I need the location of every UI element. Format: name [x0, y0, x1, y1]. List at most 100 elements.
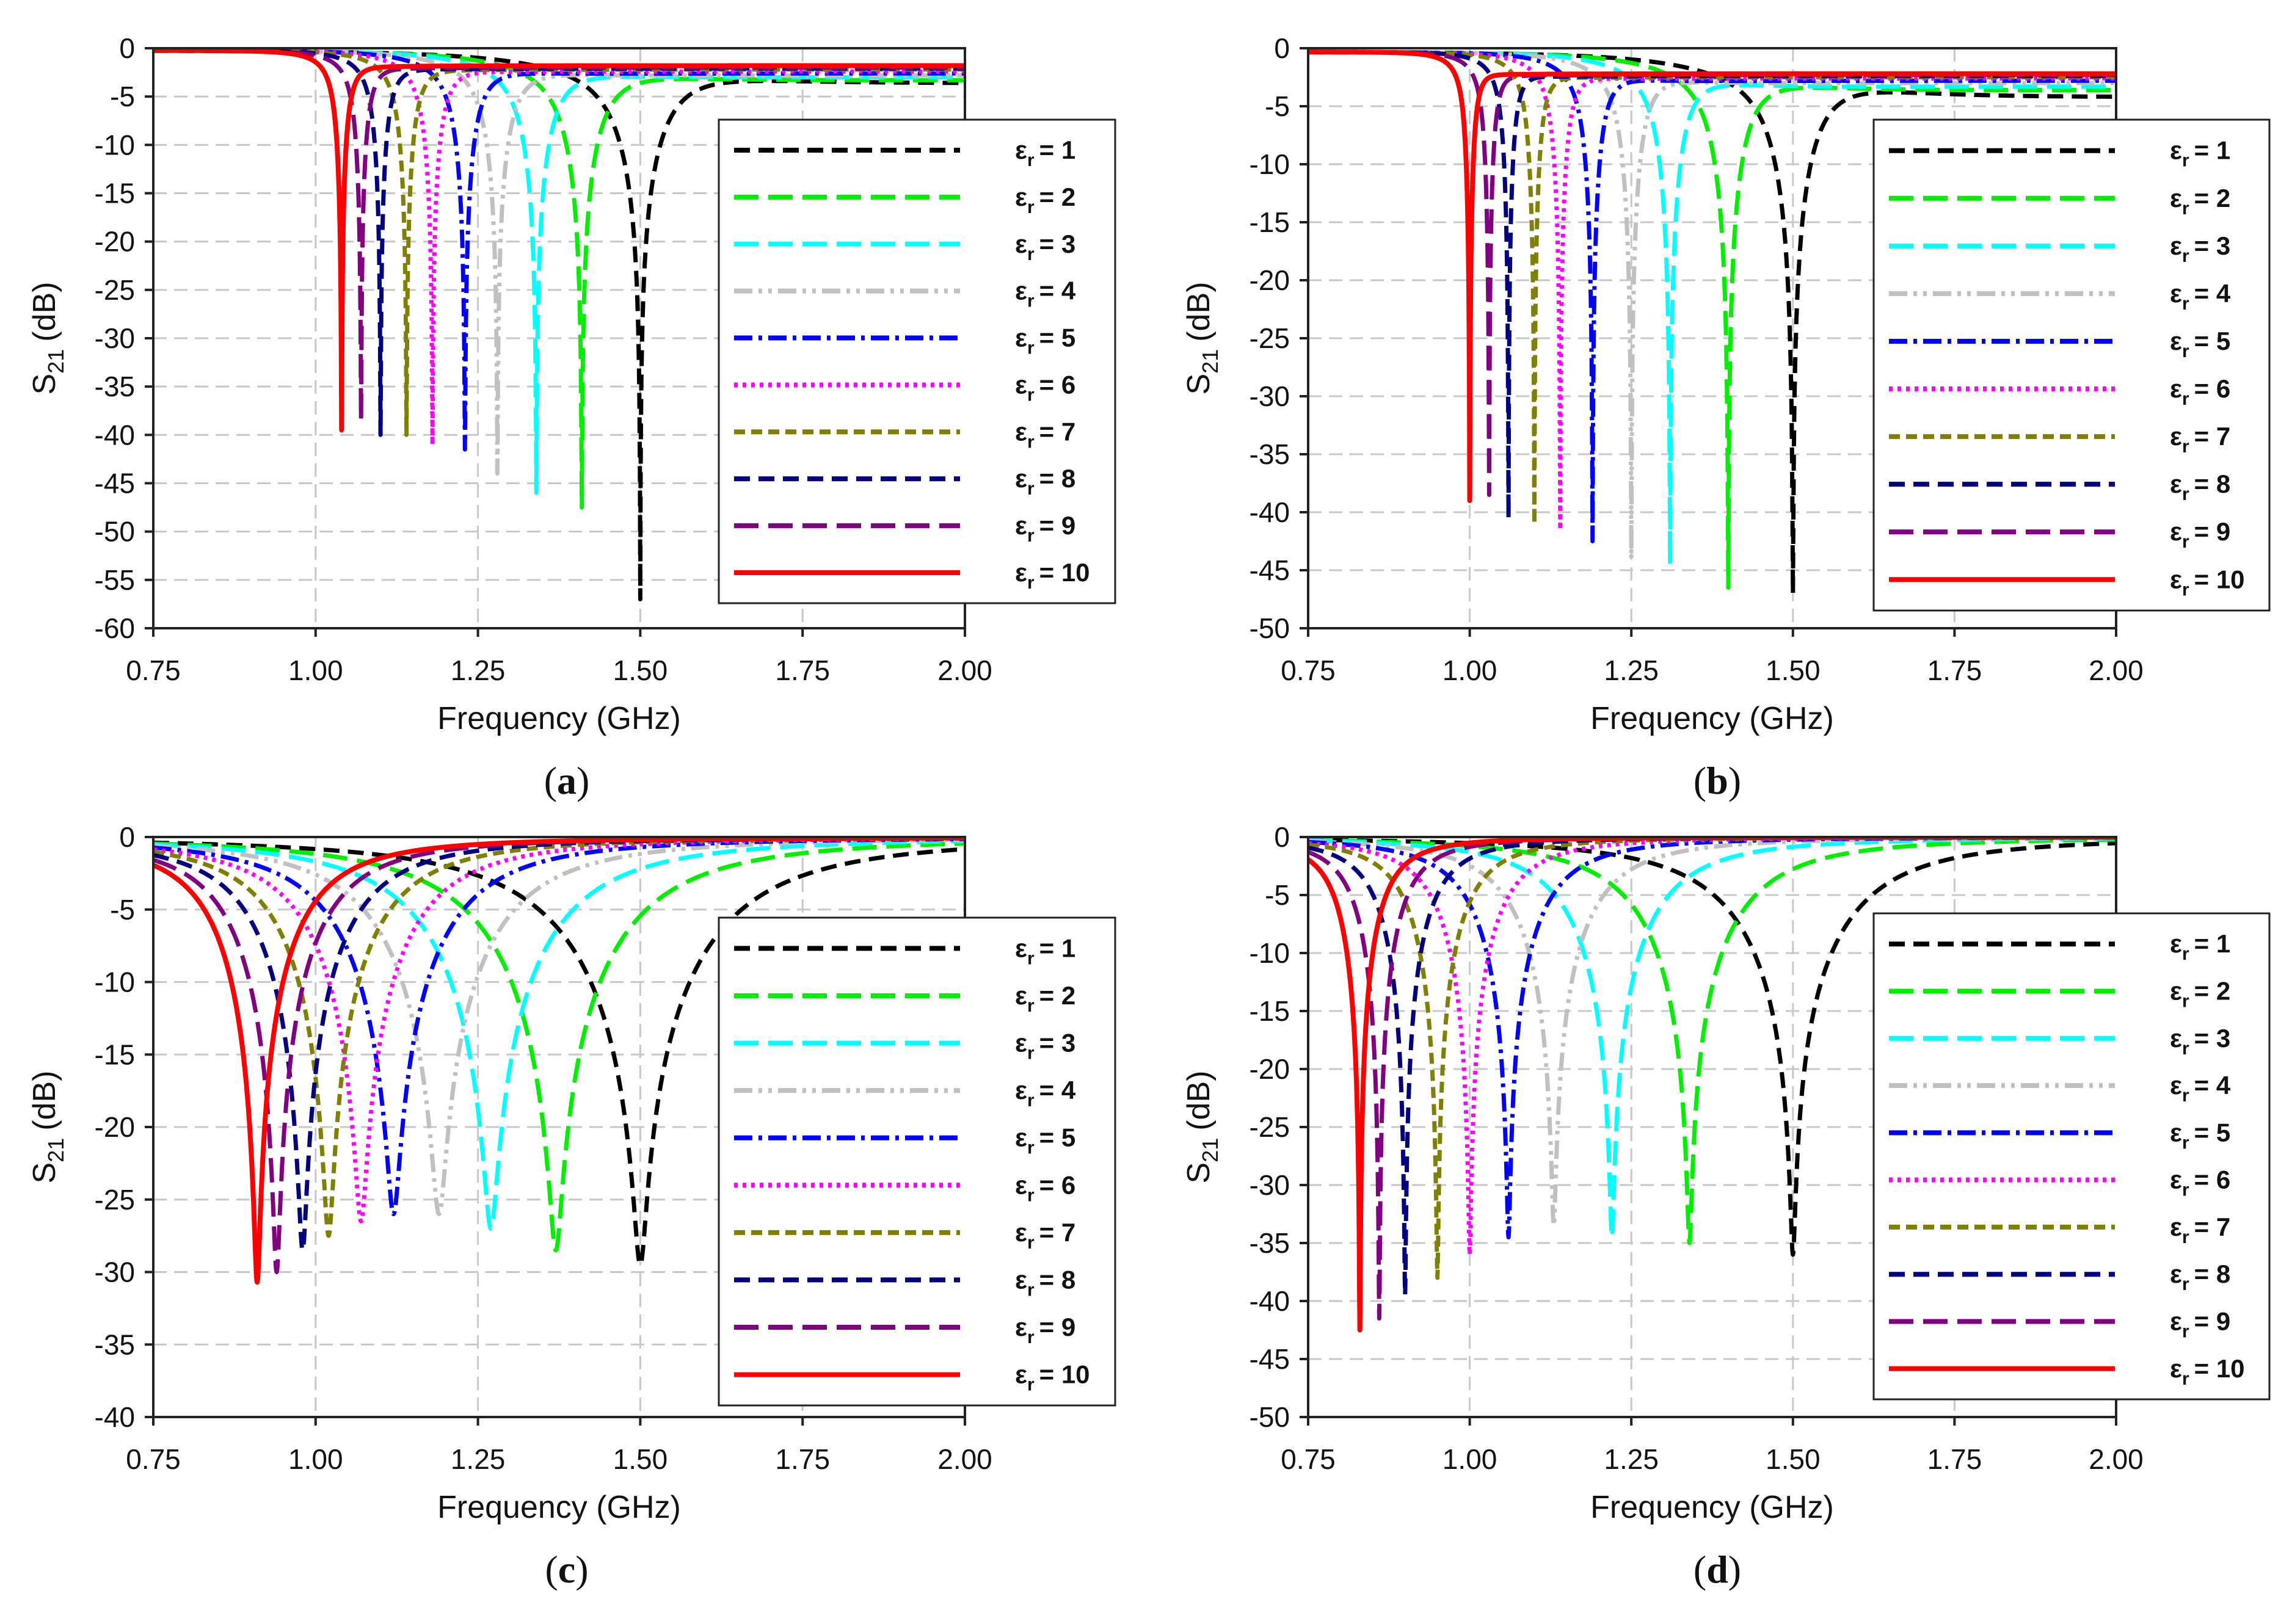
y-tick-label: -10 — [95, 966, 135, 998]
y-tick-label: 0 — [1274, 32, 1290, 64]
x-axis-label: Frequency (GHz) — [1590, 701, 1834, 736]
series-line-er2 — [1308, 49, 2116, 590]
series-line-er2 — [1308, 837, 2116, 1245]
legend: εr = 1 εr = 2 εr = 3 εr = 4 εr = 5 εr = 6 εr = 7 εr = 8… — [1872, 912, 2271, 1401]
y-tick-label: -15 — [1250, 995, 1290, 1027]
y-tick-label: -20 — [1250, 264, 1290, 296]
x-tick-label: 1.00 — [288, 1443, 343, 1475]
y-axis-label: S21(dB) — [27, 282, 68, 395]
x-tick-label: 1.50 — [1766, 1443, 1821, 1475]
legend-label-er2: εr = 2 — [2170, 184, 2230, 219]
legend-label-er9: εr = 9 — [2170, 517, 2230, 552]
legend-box — [718, 118, 1116, 604]
series-line-er10 — [1308, 49, 2116, 503]
y-tick-label: -5 — [1265, 90, 1290, 122]
y-tick-label: 0 — [119, 821, 135, 853]
curves — [1308, 49, 2116, 596]
x-tick-label: 1.75 — [775, 654, 830, 686]
y-tick-label: -40 — [1250, 496, 1290, 528]
legend-label-er1: εr = 1 — [1015, 933, 1075, 968]
y-tick-label: -25 — [95, 274, 135, 306]
y-tick-label: -10 — [95, 129, 135, 161]
series-line-er6 — [1308, 49, 2116, 532]
legend: εr = 1 εr = 2 εr = 3 εr = 4 εr = 5 εr = 6 εr = 7 εr = 8… — [718, 916, 1116, 1407]
x-tick-label: 2.00 — [937, 1443, 992, 1475]
panel-caption: (b) — [1694, 759, 1741, 802]
y-tick-label: -5 — [110, 894, 135, 926]
y-tick-label: -50 — [1250, 1401, 1290, 1433]
series-line-er3 — [153, 839, 965, 1231]
y-axis-label: S21(dB) — [1181, 1071, 1223, 1184]
legend-label-er3: εr = 3 — [2170, 231, 2230, 266]
x-tick-label: 1.75 — [775, 1443, 830, 1475]
panel-caption: (c) — [545, 1548, 588, 1591]
series-line-er2 — [153, 841, 965, 1253]
series-line-er1 — [1308, 838, 2116, 1257]
y-tick-label: -35 — [1250, 438, 1290, 470]
legend: εr = 1 εr = 2 εr = 3 εr = 4 εr = 5 εr = 6 εr = 7 εr = 8… — [1872, 118, 2271, 612]
legend-label-er10: εr = 10 — [1015, 558, 1090, 593]
legend-label-er1: εr = 1 — [2170, 929, 2230, 964]
y-tick-label: -50 — [1250, 612, 1290, 644]
series-line-er10 — [153, 48, 965, 433]
curves — [153, 48, 965, 601]
legend-label-er8: εr = 8 — [2170, 1260, 2230, 1294]
x-tick-label: 1.75 — [1927, 1443, 1982, 1475]
y-tick-label: -25 — [1250, 1111, 1290, 1143]
panel-d: 0.75 1.00 1.25 1.50 1.75 2.00 0 -5 -10 -15 -20 -25 -… — [1181, 821, 2271, 1591]
y-tick-label: -10 — [1250, 937, 1290, 969]
series-line-er1 — [153, 840, 965, 1267]
x-axis-label: Frequency (GHz) — [437, 701, 681, 736]
y-tick-label: -60 — [95, 612, 135, 644]
y-tick-label: -30 — [95, 1256, 135, 1288]
x-tick-label: 1.25 — [451, 1443, 506, 1475]
y-tick-label: 0 — [119, 32, 135, 64]
legend-label-er8: εr = 8 — [1015, 1265, 1075, 1300]
x-tick-label: 2.00 — [2089, 654, 2144, 686]
legend-label-er3: εr = 3 — [1015, 1029, 1075, 1064]
series-line-er3 — [1308, 49, 2116, 567]
x-tick-label: 1.25 — [1604, 1443, 1659, 1475]
y-tick-label: -50 — [95, 516, 135, 548]
legend-label-er4: εr = 4 — [2170, 1071, 2231, 1106]
y-tick-label: -15 — [1250, 206, 1290, 238]
y-tick-label: -20 — [95, 1111, 135, 1143]
legend-label-er3: εr = 3 — [2170, 1024, 2230, 1059]
panel-caption: (d) — [1694, 1548, 1741, 1591]
series-line-er5 — [153, 48, 965, 452]
legend-label-er3: εr = 3 — [1015, 230, 1075, 264]
y-tick-label: -10 — [1250, 148, 1290, 180]
x-axis-label: Frequency (GHz) — [437, 1490, 681, 1525]
legend-label-er8: εr = 8 — [2170, 469, 2230, 504]
series-line-er7 — [153, 837, 965, 1238]
legend-label-er5: εr = 5 — [1015, 1123, 1075, 1158]
panel-b: 0.75 1.00 1.25 1.50 1.75 2.00 0 -5 -10 -15 -20 -25 -… — [1181, 32, 2271, 802]
y-tick-label: -30 — [1250, 1169, 1290, 1201]
panel-a: 0.75 1.00 1.25 1.50 1.75 2.00 0 -5 -10 -15 -20 -25 -… — [27, 32, 1116, 802]
y-tick-label: -40 — [95, 1401, 135, 1433]
x-tick-label: 1.50 — [1766, 654, 1821, 686]
x-tick-label: 1.50 — [613, 654, 668, 686]
x-tick-label: 0.75 — [126, 654, 181, 686]
legend-label-er2: εr = 2 — [1015, 183, 1075, 217]
legend-label-er1: εr = 1 — [1015, 136, 1075, 170]
legend-label-er6: εr = 6 — [2170, 374, 2230, 409]
legend-label-er10: εr = 10 — [2170, 1354, 2245, 1389]
x-tick-label: 1.00 — [1443, 1443, 1497, 1475]
legend-label-er1: εr = 1 — [2170, 136, 2230, 171]
legend-label-er9: εr = 9 — [1015, 511, 1075, 546]
legend-label-er6: εr = 6 — [1015, 1170, 1075, 1205]
y-tick-label: -30 — [1250, 380, 1290, 412]
y-tick-label: -20 — [1250, 1053, 1290, 1085]
x-tick-label: 1.00 — [288, 654, 343, 686]
y-tick-label: -25 — [1250, 322, 1290, 354]
y-tick-label: -35 — [1250, 1227, 1290, 1259]
legend-label-er9: εr = 9 — [1015, 1313, 1075, 1347]
x-tick-label: 0.75 — [126, 1443, 181, 1475]
legend-label-er9: εr = 9 — [2170, 1307, 2230, 1341]
y-tick-label: -40 — [95, 419, 135, 451]
legend-label-er2: εr = 2 — [1015, 981, 1075, 1016]
panel-c: 0.75 1.00 1.25 1.50 1.75 2.00 0 -5 -10 -15 -20 -25 -… — [27, 821, 1116, 1591]
series-line-er5 — [1308, 49, 2116, 543]
